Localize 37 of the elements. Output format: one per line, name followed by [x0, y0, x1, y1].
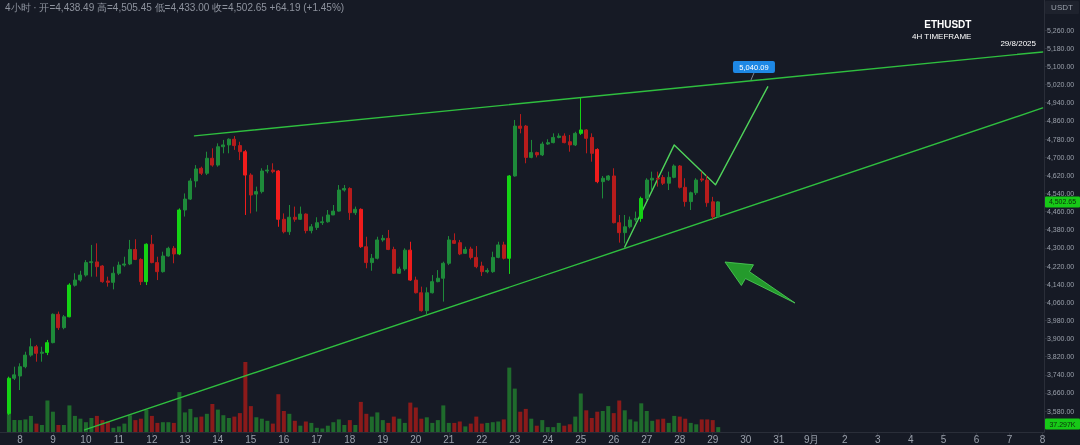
x-tick-label: 5 [940, 433, 947, 445]
x-tick-label: 11 [113, 433, 125, 445]
x-tick-label: 9 [50, 433, 57, 445]
x-tick-label: 31 [773, 433, 785, 445]
x-tick-label: 14 [212, 433, 224, 445]
x-tick-label: 12 [146, 433, 158, 445]
x-tick-label: 2 [841, 433, 848, 445]
x-tick-label: 15 [245, 433, 257, 445]
x-tick-label: 21 [443, 433, 455, 445]
x-tick-label: 16 [278, 433, 290, 445]
x-tick-label: 29 [707, 433, 719, 445]
text: ETHUSDT [924, 18, 972, 30]
text: 4H TIMEFRAME [912, 31, 972, 41]
x-tick-label: 9月 [803, 433, 820, 445]
x-tick-label: 6 [973, 433, 980, 445]
x-tick-label: 13 [179, 433, 191, 445]
x-tick-label: 28 [674, 433, 686, 445]
x-tick-label: 3 [874, 433, 881, 445]
x-tick-label: 23 [509, 433, 521, 445]
y-axis-title: USDT [1051, 3, 1073, 12]
x-tick-label: 17 [311, 433, 323, 445]
x-tick-label: 22 [476, 433, 488, 445]
x-tick-label: 4 [907, 433, 914, 445]
x-tick-label: 19 [377, 433, 389, 445]
x-tick-label: 7 [1006, 433, 1013, 445]
annotation: 29/8/2025 [1000, 38, 1037, 48]
annotation: 4小时 · 开=4,438.49 高=4,505.45 低=4,433.00 收=4,502.65 +64.19 (+1.45%) [5, 1, 345, 13]
x-tick-label: 18 [344, 433, 356, 445]
x-tick-label: 24 [542, 433, 554, 445]
x-tick-label: 8 [1039, 433, 1046, 445]
x-tick-label: 20 [410, 433, 422, 445]
x-tick-label: 25 [575, 433, 587, 445]
x-tick-label: 27 [641, 433, 653, 445]
x-tick-label: 10 [80, 433, 92, 445]
x-tick-label: 26 [608, 433, 620, 445]
x-tick-label: 30 [740, 433, 752, 445]
x-tick-label: 8 [17, 433, 24, 445]
